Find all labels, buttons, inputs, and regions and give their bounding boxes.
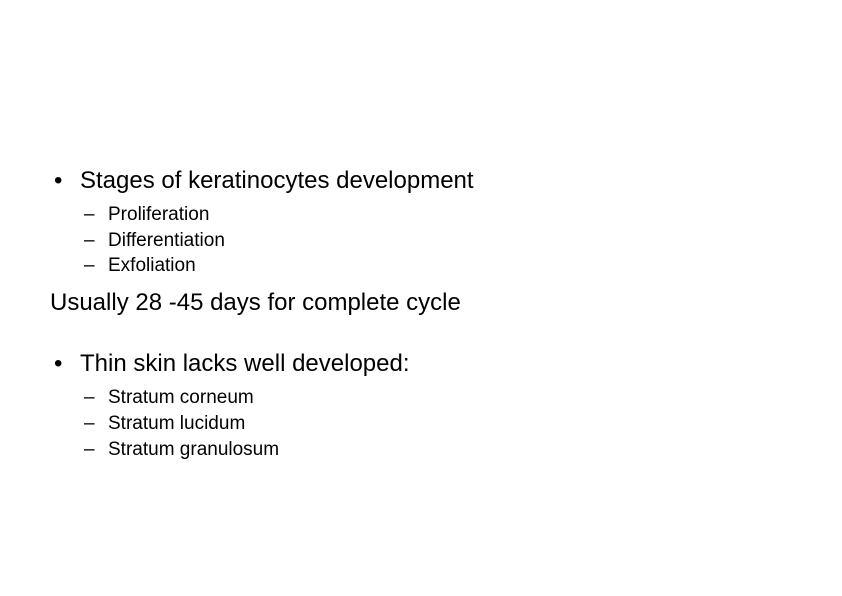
section1-item-0: Proliferation [108, 202, 209, 228]
slide: • Stages of keratinocytes development – … [0, 0, 842, 596]
bullet-dot-icon: • [50, 348, 80, 379]
section2-item-0: Stratum corneum [108, 385, 254, 411]
section2-item-1: Stratum lucidum [108, 411, 245, 437]
list-item: – Proliferation [84, 202, 790, 228]
section2-item-2: Stratum granulosum [108, 437, 279, 463]
list-item: – Stratum granulosum [84, 437, 790, 463]
section1-item-1: Differentiation [108, 228, 225, 254]
bullet-section1: • Stages of keratinocytes development [50, 165, 790, 196]
list-item: – Stratum corneum [84, 385, 790, 411]
section2-heading: Thin skin lacks well developed: [80, 348, 410, 379]
section1-heading: Stages of keratinocytes development [80, 165, 474, 196]
dash-icon: – [84, 202, 108, 228]
bullet-section2: • Thin skin lacks well developed: [50, 348, 790, 379]
dash-icon: – [84, 385, 108, 411]
dash-icon: – [84, 437, 108, 463]
dash-icon: – [84, 253, 108, 279]
bullet-dot-icon: • [50, 165, 80, 196]
list-item: – Differentiation [84, 228, 790, 254]
dash-icon: – [84, 411, 108, 437]
section1-item-2: Exfoliation [108, 253, 196, 279]
list-item: – Exfoliation [84, 253, 790, 279]
list-item: – Stratum lucidum [84, 411, 790, 437]
slide-content: • Stages of keratinocytes development – … [50, 165, 790, 462]
dash-icon: – [84, 228, 108, 254]
middle-text: Usually 28 -45 days for complete cycle [50, 287, 790, 318]
